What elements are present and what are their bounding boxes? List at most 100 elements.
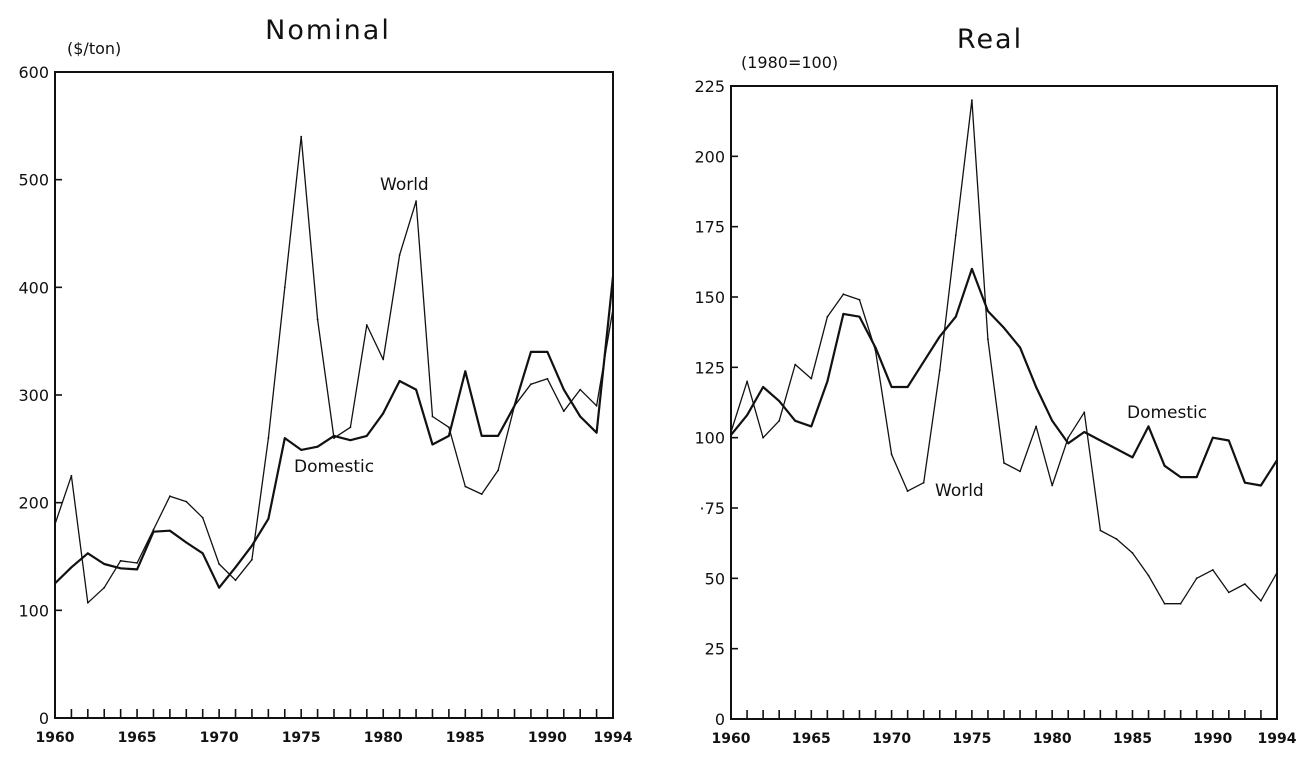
nominal-y-tick-label-300: 300	[18, 386, 49, 405]
nominal-domestic-point-1961	[70, 566, 73, 569]
real-domestic-point-1992	[1244, 481, 1246, 484]
nominal-domestic-point-1989	[530, 351, 532, 353]
nominal-domestic-point-1977	[333, 435, 335, 437]
real-world-label: World	[935, 481, 984, 501]
real-world-point-1963	[778, 419, 781, 422]
real-domestic-point-1972	[922, 360, 925, 363]
nominal-x-tick-label-1965: 1965	[118, 730, 157, 746]
real-world-point-1964	[794, 363, 797, 366]
real-domestic-point-1981	[1067, 442, 1070, 445]
real-world-point-1991	[1227, 591, 1230, 594]
real-domestic-point-1976	[987, 310, 989, 312]
nominal-domestic-point-1960	[54, 582, 56, 585]
nominal-world-point-1967	[169, 495, 171, 498]
nominal-domestic-point-1971	[234, 566, 237, 569]
nominal-domestic-point-1994	[612, 275, 614, 278]
nominal-world-point-1973	[267, 437, 270, 439]
nominal-world-point-1987	[497, 469, 499, 472]
nominal-y-ticks: 0 100 200 300 400 500 600	[18, 63, 62, 728]
real-domestic-point-1987	[1163, 464, 1166, 467]
real-world-point-1965	[810, 377, 813, 380]
nominal-series	[54, 135, 615, 604]
nominal-x-tick-label-1980: 1980	[364, 730, 403, 746]
real-domestic-point-1970	[890, 386, 893, 388]
nominal-title: Nominal	[265, 15, 391, 46]
nominal-domestic-point-1986	[480, 435, 483, 437]
real-world-point-1966	[826, 315, 829, 318]
nominal-domestic-point-1963	[103, 563, 106, 565]
nominal-world-point-1965	[136, 562, 139, 564]
nominal-domestic-point-1990	[546, 351, 549, 353]
real-domestic-point-1983	[1099, 439, 1102, 442]
real-y-ticks: 0 25 50 ·75 100 125 150 175 200 225	[694, 77, 738, 729]
nominal-domestic-point-1982	[415, 388, 417, 391]
nominal-y-tick-label-100: 100	[18, 601, 49, 620]
real-world-point-1973	[938, 369, 941, 371]
real-domestic-point-1988	[1179, 476, 1182, 478]
real-domestic-point-1965	[810, 425, 813, 428]
nominal-world-point-1976	[316, 318, 319, 321]
real-domestic-point-1982	[1083, 431, 1086, 433]
nominal-world-point-1978	[349, 426, 352, 429]
nominal-domestic-point-1978	[349, 439, 352, 442]
nominal-world-label: World	[380, 175, 429, 195]
real-world-point-1960	[730, 431, 732, 433]
real-domestic-point-1986	[1147, 425, 1150, 428]
real-domestic-point-1993	[1260, 484, 1262, 487]
real-domestic-point-1977	[1003, 327, 1005, 329]
nominal-domestic-line	[54, 276, 615, 589]
real-world-point-1976	[987, 338, 989, 341]
real-world-point-1994	[1276, 571, 1278, 574]
real-domestic-point-1971	[906, 386, 909, 388]
real-y-tick-label-200: 200	[694, 147, 725, 166]
real-domestic-point-1984	[1115, 448, 1118, 450]
real-world-point-1977	[1003, 462, 1005, 464]
real-y-tick-label-25: 25	[705, 640, 725, 659]
real-title: Real	[957, 24, 1023, 55]
nominal-domestic-point-1973	[267, 517, 270, 520]
nominal-domestic-point-1993	[595, 431, 598, 434]
nominal-chart: Nominal ($/ton) 0 100 200 300 400 500 600 1960…	[18, 15, 632, 746]
real-domestic-point-1960	[730, 434, 732, 436]
nominal-domestic-point-1972	[251, 544, 253, 547]
real-y-unit: (1980=100)	[741, 53, 838, 72]
nominal-world-point-1964	[119, 559, 122, 562]
real-world-point-1980	[1051, 484, 1054, 487]
nominal-domestic-point-1992	[579, 415, 582, 418]
nominal-domestic-point-1965	[136, 568, 139, 571]
real-domestic-point-1973	[938, 335, 941, 338]
real-domestic-point-1990	[1211, 436, 1214, 439]
real-world-point-1978	[1019, 470, 1021, 473]
real-world-point-1982	[1083, 411, 1086, 414]
nominal-x-tick-label-1970: 1970	[200, 730, 239, 746]
real-y-tick-label-75: ·75	[700, 499, 725, 518]
real-world-point-1983	[1099, 529, 1102, 532]
real-x-tick-label-1970: 1970	[872, 731, 911, 747]
real-x-tick-label-1980: 1980	[1033, 731, 1072, 747]
real-x-tick-label-1994: 1994	[1258, 731, 1297, 747]
nominal-world-point-1993	[595, 404, 598, 407]
nominal-world-point-1963	[103, 586, 106, 589]
real-x-tick-label-1975: 1975	[952, 731, 991, 747]
nominal-domestic-point-1985	[464, 370, 467, 373]
nominal-x-tick-label-1990: 1990	[528, 730, 567, 746]
real-y-tick-label-50: 50	[705, 569, 725, 588]
nominal-world-point-1960	[54, 523, 56, 526]
real-world-point-1993	[1260, 599, 1262, 602]
real-x-tick-label-1965: 1965	[792, 731, 831, 747]
nominal-y-tick-label-400: 400	[18, 278, 49, 297]
real-world-point-1972	[922, 481, 925, 484]
real-world-point-1974	[954, 234, 957, 237]
nominal-domestic-point-1976	[316, 445, 319, 448]
nominal-y-tick-label-200: 200	[18, 494, 49, 513]
real-domestic-line	[730, 267, 1278, 487]
nominal-world-point-1979	[365, 324, 368, 326]
real-domestic-point-1978	[1019, 346, 1021, 349]
nominal-world-line	[54, 135, 614, 604]
real-series	[730, 99, 1278, 605]
real-x-tick-label-1985: 1985	[1113, 731, 1152, 747]
nominal-domestic-label: Domestic	[294, 457, 374, 477]
nominal-world-point-1990	[546, 377, 549, 380]
real-domestic-point-1974	[954, 315, 957, 318]
